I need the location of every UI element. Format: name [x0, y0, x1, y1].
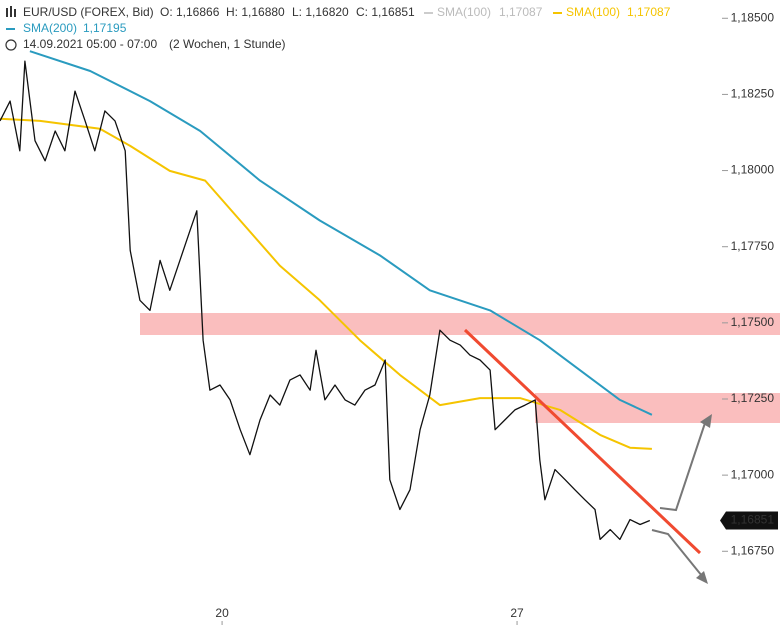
legend-label: SMA(100) — [566, 5, 620, 19]
legend-value: 1,17087 — [499, 5, 543, 19]
trend-line — [463, 328, 702, 555]
y-tick-label: 1,17000 — [731, 467, 775, 481]
arrow-head — [700, 414, 712, 428]
price-tag-label: 1,16851 — [731, 513, 775, 527]
legend-swatch — [6, 28, 15, 30]
clock-icon — [5, 39, 17, 51]
y-tick-label: 1,16750 — [731, 543, 775, 557]
icon — [6, 8, 8, 17]
x-tick-label: 20 — [215, 606, 229, 620]
legend-label: SMA(200) — [23, 21, 77, 35]
period: (2 Wochen, 1 Stunde) — [169, 37, 286, 51]
legend-label: SMA(100) — [437, 5, 491, 19]
plot: 1,18500 1,18250 1,18000 1,17750 1,17500 1,172… — [0, 10, 778, 625]
low: L: 1,16820 — [292, 5, 349, 19]
legend-value: 1,17195 — [83, 21, 127, 35]
y-tick-label: 1,17750 — [731, 239, 775, 253]
series-line — [0, 60, 651, 541]
time: 14.09.2021 05:00 - 07:00 — [23, 37, 157, 51]
price-tag: 1,16851 — [720, 511, 778, 530]
high: H: 1,16880 — [226, 5, 285, 19]
price-tag-box — [720, 511, 778, 530]
close: C: 1,16851 — [356, 5, 415, 19]
y-tick-label: 1,18500 — [731, 10, 775, 24]
y-tick-label: 1,17250 — [731, 391, 775, 405]
x-tick-label: 27 — [510, 606, 524, 620]
series-line — [29, 50, 653, 416]
legend-swatch — [424, 12, 433, 14]
header: EUR/USD (FOREX, Bid) O: 1,16866 H: 1,168… — [5, 5, 671, 51]
instrument: EUR/USD (FOREX, Bid) — [23, 5, 154, 19]
icon — [14, 9, 16, 17]
open: O: 1,16866 — [160, 5, 220, 19]
y-tick-label: 1,18250 — [731, 87, 775, 101]
zone — [535, 393, 780, 423]
arrow-head — [696, 571, 708, 584]
y-tick-label: 1,17500 — [731, 315, 775, 329]
arrow — [659, 419, 707, 512]
legend-swatch — [553, 12, 562, 14]
y-tick-label: 1,18000 — [731, 163, 775, 177]
zone — [140, 313, 780, 335]
legend-value: 1,17087 — [627, 5, 671, 19]
arrow — [651, 529, 703, 577]
icon — [10, 6, 12, 17]
series-line — [0, 117, 652, 450]
